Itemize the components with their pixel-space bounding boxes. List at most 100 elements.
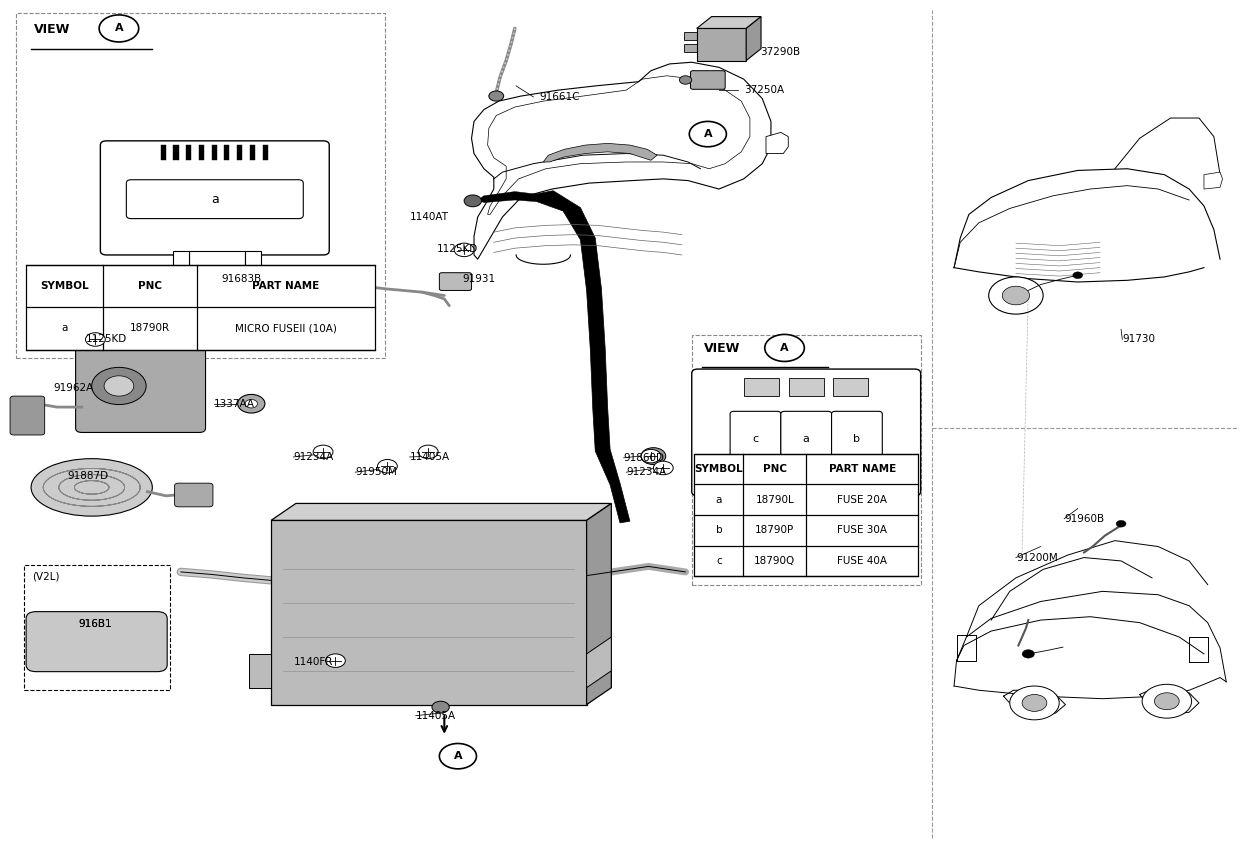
Text: 1125KD: 1125KD (86, 333, 126, 343)
Text: c: c (753, 434, 759, 444)
Bar (694, 454, 918, 576)
Text: 37290B: 37290B (760, 47, 800, 57)
Text: FUSE 30A: FUSE 30A (837, 525, 887, 535)
Polygon shape (587, 637, 611, 688)
Circle shape (99, 15, 139, 42)
Text: A: A (454, 751, 463, 762)
Text: 1125KD: 1125KD (436, 244, 479, 254)
Text: 11405A: 11405A (415, 711, 456, 721)
Text: A: A (780, 343, 789, 353)
Polygon shape (587, 504, 611, 705)
Bar (249, 282, 277, 297)
Text: 91950M: 91950M (355, 467, 397, 477)
Circle shape (689, 121, 727, 147)
Bar (16, 14, 384, 358)
Circle shape (377, 460, 397, 473)
FancyBboxPatch shape (781, 411, 832, 467)
Bar (24, 565, 170, 690)
Polygon shape (595, 449, 630, 523)
Bar (169, 289, 196, 304)
Polygon shape (1204, 172, 1223, 189)
Circle shape (92, 367, 146, 404)
Text: a: a (211, 192, 218, 206)
Polygon shape (477, 192, 537, 203)
Text: SYMBOL: SYMBOL (40, 282, 89, 291)
FancyBboxPatch shape (439, 273, 471, 291)
Text: a: a (802, 434, 810, 444)
Text: PART NAME: PART NAME (253, 282, 320, 291)
Bar (172, 251, 188, 266)
Circle shape (104, 376, 134, 396)
Bar (684, 32, 697, 40)
Circle shape (641, 449, 661, 463)
Text: SYMBOL: SYMBOL (694, 464, 743, 474)
FancyBboxPatch shape (10, 396, 45, 435)
Circle shape (432, 701, 449, 713)
FancyBboxPatch shape (26, 611, 167, 672)
Circle shape (314, 445, 334, 459)
FancyBboxPatch shape (188, 251, 246, 276)
Polygon shape (471, 62, 771, 259)
FancyBboxPatch shape (707, 489, 905, 520)
Polygon shape (272, 504, 611, 521)
Bar (744, 377, 779, 396)
Text: 91962A: 91962A (53, 382, 93, 393)
FancyBboxPatch shape (76, 341, 206, 432)
Text: 37250A: 37250A (744, 85, 784, 95)
Text: 1140FR: 1140FR (294, 657, 332, 667)
Circle shape (680, 75, 692, 84)
Bar (246, 251, 262, 266)
Text: PNC: PNC (763, 464, 787, 474)
Text: 91200M: 91200M (1016, 553, 1058, 562)
Text: FUSE 20A: FUSE 20A (837, 494, 887, 505)
Circle shape (1022, 650, 1034, 658)
Text: 18790Q: 18790Q (754, 555, 796, 566)
Circle shape (1154, 693, 1179, 710)
Bar (237, 145, 242, 160)
Text: c: c (715, 555, 722, 566)
Circle shape (238, 394, 265, 413)
Bar (272, 521, 587, 705)
Polygon shape (697, 17, 761, 29)
Circle shape (418, 445, 438, 459)
Bar (161, 145, 166, 160)
FancyBboxPatch shape (692, 369, 920, 496)
Text: 91234A: 91234A (294, 452, 334, 462)
Text: 91234A: 91234A (626, 467, 666, 477)
FancyBboxPatch shape (126, 180, 304, 219)
Bar (697, 29, 746, 60)
Circle shape (1022, 695, 1047, 711)
Text: 18790R: 18790R (130, 323, 170, 333)
Circle shape (439, 744, 476, 769)
Text: A: A (703, 129, 712, 139)
Bar (212, 145, 217, 160)
Text: 916B1: 916B1 (78, 619, 112, 629)
FancyBboxPatch shape (100, 141, 330, 255)
Circle shape (1002, 287, 1029, 304)
Text: 18790P: 18790P (755, 525, 795, 535)
Text: A: A (114, 24, 123, 33)
Polygon shape (249, 654, 272, 688)
Circle shape (1142, 684, 1192, 718)
Text: FUSE 40A: FUSE 40A (837, 555, 887, 566)
Bar (684, 43, 697, 52)
Circle shape (988, 277, 1043, 314)
Bar (224, 145, 229, 160)
Circle shape (246, 399, 258, 408)
Text: PNC: PNC (138, 282, 162, 291)
Text: a: a (715, 494, 722, 505)
Text: 18790L: 18790L (755, 494, 795, 505)
Text: 916B1: 916B1 (78, 619, 112, 629)
Text: VIEW: VIEW (33, 24, 69, 36)
Text: 91730: 91730 (1122, 334, 1156, 344)
Text: (V2L): (V2L) (32, 572, 60, 582)
Circle shape (653, 461, 673, 475)
Text: VIEW: VIEW (704, 342, 740, 355)
Text: 91683B: 91683B (222, 274, 262, 283)
Bar (198, 145, 205, 160)
Text: 91887D: 91887D (67, 471, 108, 482)
Circle shape (326, 654, 345, 667)
Text: 1140AT: 1140AT (409, 212, 449, 222)
Polygon shape (746, 17, 761, 60)
Bar (833, 377, 868, 396)
